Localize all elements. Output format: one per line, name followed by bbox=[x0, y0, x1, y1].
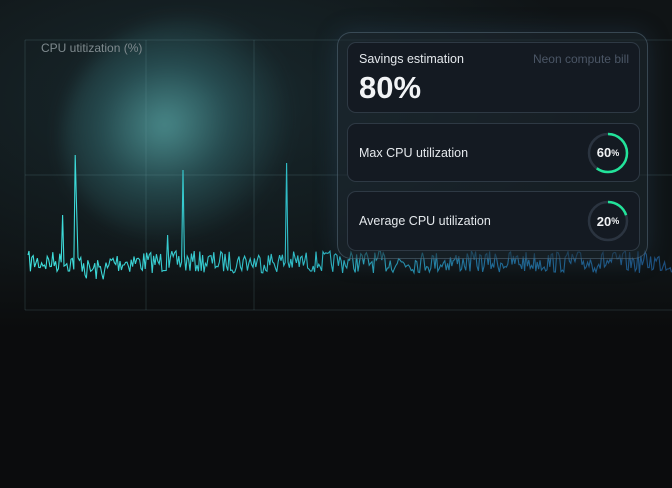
max-cpu-card: Max CPU utilization 60% bbox=[347, 123, 640, 182]
max-cpu-label: Max CPU utilization bbox=[359, 145, 469, 160]
savings-panel: Savings estimation Neon compute bill 80%… bbox=[337, 32, 648, 259]
savings-value: 80% bbox=[359, 70, 422, 105]
savings-title: Savings estimation bbox=[359, 52, 464, 66]
avg-cpu-unit: % bbox=[611, 216, 620, 226]
savings-note: Neon compute bill bbox=[532, 52, 629, 66]
cpu-series-line bbox=[27, 154, 672, 280]
avg-cpu-ring: 20% bbox=[587, 200, 629, 242]
max-cpu-unit: % bbox=[611, 147, 620, 158]
avg-cpu-arc bbox=[587, 200, 629, 242]
max-cpu-ring: 60% bbox=[587, 132, 629, 174]
max-cpu-arc bbox=[587, 132, 629, 173]
savings-card: Savings estimation Neon compute bill 80% bbox=[347, 42, 640, 113]
max-cpu-value: 60 bbox=[596, 145, 612, 160]
y-axis-label: CPU utitization (%) bbox=[41, 41, 143, 55]
avg-cpu-label: Average CPU utilization bbox=[359, 214, 491, 228]
avg-cpu-value: 20 bbox=[596, 213, 612, 229]
avg-cpu-card: Average CPU utilization 20% bbox=[347, 191, 640, 251]
